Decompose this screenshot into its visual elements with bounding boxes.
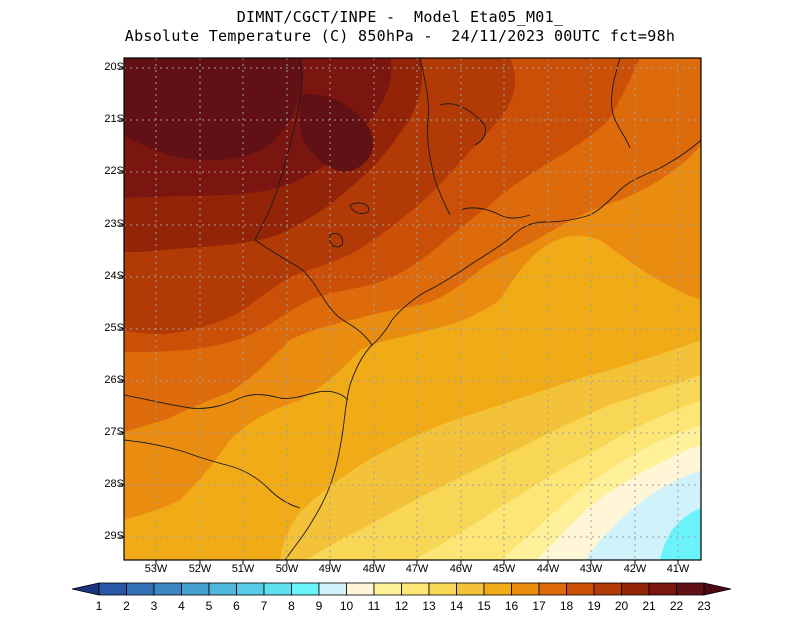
colorbar-swatch — [126, 582, 155, 596]
lat-label: 24S — [104, 270, 124, 282]
lat-label: 22S — [104, 165, 124, 177]
chart-title-line2: Absolute Temperature (C) 850hPa - 24/11/… — [124, 27, 676, 45]
colorbar-label: 16 — [504, 599, 519, 613]
colorbar-label: 13 — [422, 599, 436, 613]
band-23b — [300, 94, 374, 172]
colorbar-swatch — [593, 582, 622, 596]
colorbar-swatch — [318, 582, 347, 596]
colorbar-swatch — [346, 582, 375, 596]
colorbar-swatch — [483, 582, 512, 596]
lon-label: 46W — [449, 563, 473, 575]
colorbar-swatch — [676, 582, 705, 596]
lon-label: 53W — [144, 563, 168, 575]
colorbar-label: 7 — [260, 599, 268, 613]
lon-label: 48W — [362, 563, 386, 575]
colorbar-swatch — [181, 582, 210, 596]
colorbar-label: 10 — [339, 599, 354, 613]
lat-label: 27S — [104, 426, 124, 438]
band-9 — [660, 508, 701, 560]
lon-label: 52W — [188, 563, 212, 575]
lon-label: 41W — [666, 563, 690, 575]
colorbar-label: 4 — [178, 599, 185, 613]
colorbar-label: 14 — [449, 599, 464, 613]
colorbar-swatch — [621, 582, 650, 596]
colorbar-swatch — [538, 582, 567, 596]
axis-ticks — [119, 67, 679, 565]
lon-label: 43W — [579, 563, 603, 575]
colorbar-label: 17 — [532, 599, 546, 613]
colorbar-left-arrow — [71, 582, 100, 596]
colorbar-label: 9 — [315, 599, 323, 613]
lon-label: 47W — [405, 563, 429, 575]
colorbar-label: 5 — [205, 599, 213, 613]
colorbar-label: 11 — [367, 599, 381, 613]
colorbar-swatch — [98, 582, 127, 596]
colorbar-swatch — [428, 582, 457, 596]
colorbar-label: 20 — [614, 599, 629, 613]
colorbar — [71, 582, 732, 596]
lat-label: 20S — [104, 61, 124, 73]
lat-label: 23S — [104, 218, 124, 230]
lat-label: 26S — [104, 374, 124, 386]
colorbar-swatch — [456, 582, 485, 596]
colorbar-label: 19 — [587, 599, 601, 613]
lon-label: 50W — [275, 563, 299, 575]
temperature-field — [124, 58, 701, 560]
colorbar-label: 12 — [394, 599, 409, 613]
lon-label: 51W — [231, 563, 255, 575]
graticule — [124, 58, 701, 560]
colorbar-swatch — [208, 582, 237, 596]
lat-label: 25S — [104, 322, 124, 334]
lon-label: 49W — [318, 563, 342, 575]
colorbar-swatch — [648, 582, 677, 596]
colorbar-swatch — [511, 582, 540, 596]
colorbar-right-arrow — [703, 582, 732, 596]
lon-label: 42W — [623, 563, 647, 575]
colorbar-label: 15 — [477, 599, 491, 613]
colorbar-label: 21 — [642, 599, 656, 613]
colorbar-label: 22 — [669, 599, 684, 613]
colorbar-swatch — [401, 582, 430, 596]
colorbar-label: 18 — [559, 599, 574, 613]
colorbar-label: 23 — [697, 599, 711, 613]
colorbar-swatch — [373, 582, 402, 596]
colorbar-label: 6 — [233, 599, 240, 613]
colorbar-swatch — [236, 582, 265, 596]
map-frame — [123, 57, 702, 561]
colorbar-label: 2 — [123, 599, 130, 613]
lat-label: 21S — [104, 113, 124, 125]
colorbar-swatch — [263, 582, 292, 596]
lat-label: 29S — [104, 530, 124, 542]
colorbar-swatch — [566, 582, 595, 596]
colorbar-label: 3 — [150, 599, 158, 613]
colorbar-label: 1 — [95, 599, 103, 613]
band-23 — [124, 58, 303, 160]
lon-label: 44W — [536, 563, 560, 575]
colorbar-label: 8 — [288, 599, 295, 613]
colorbar-swatch — [153, 582, 182, 596]
lon-label: 45W — [492, 563, 516, 575]
chart-title-line1: DIMNT/CGCT/INPE - Model Eta05_M01_ — [236, 8, 564, 26]
lat-label: 28S — [104, 478, 124, 490]
colorbar-swatch — [291, 582, 320, 596]
